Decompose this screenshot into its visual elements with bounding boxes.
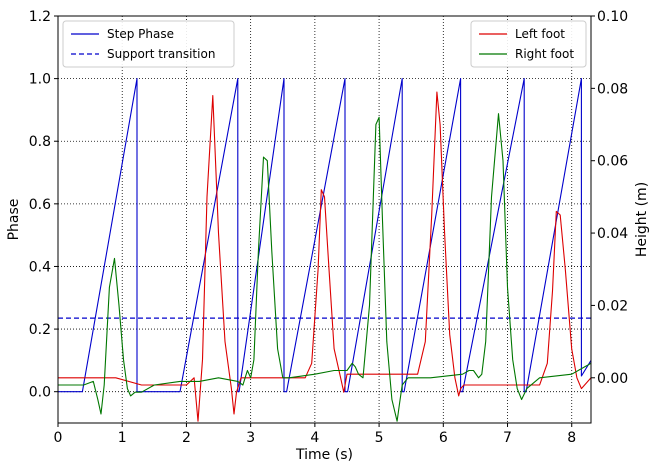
series-line-right-foot [58, 113, 592, 422]
x-tick-label: 0 [54, 430, 63, 446]
grid-lines [57, 15, 591, 423]
right-y-tick-label: 0.10 [597, 9, 628, 25]
x-tick-label: 2 [182, 430, 191, 446]
left-y-tick-label: 0.2 [29, 322, 51, 338]
x-tick-label: 3 [246, 430, 255, 446]
plot-series [58, 78, 592, 422]
right-y-tick-label: 0.08 [597, 81, 628, 97]
series-line-step-phase [58, 78, 592, 393]
right-y-tick-label: 0.02 [597, 298, 628, 314]
legend-box [62, 20, 235, 68]
x-tick-label: 6 [439, 430, 448, 446]
x-tick-label: 8 [567, 430, 576, 446]
left-y-tick-label: 0.4 [29, 259, 51, 275]
right-y-tick-label: 0.06 [597, 154, 628, 170]
legend-entry-label: Right foot [515, 47, 574, 61]
legend-right: Left foot Right foot [470, 20, 587, 68]
left-y-tick-label: 0.0 [29, 385, 51, 401]
x-tick-label: 5 [375, 430, 384, 446]
x-tick-label: 4 [310, 430, 319, 446]
left-y-axis-label: Phase [6, 199, 22, 241]
legend-entry-label: Support transition [107, 47, 215, 61]
x-tick-label: 7 [503, 430, 512, 446]
left-y-tick-label: 0.6 [29, 197, 51, 213]
series-line-left-foot [58, 91, 592, 422]
right-y-axis-label: Height (m) [634, 182, 649, 257]
left-y-tick-label: 1.2 [29, 9, 51, 25]
x-axis-label: Time (s) [295, 447, 353, 463]
left-y-tick-label: 0.8 [29, 134, 51, 150]
legend-entry-label: Left foot [515, 27, 565, 41]
legend-left: Step Phase Support transition [62, 20, 235, 68]
right-y-tick-label: 0.04 [597, 226, 628, 242]
legend-entry-label: Step Phase [107, 27, 174, 41]
axis-ticks: 0 1 2 3 4 5 6 7 8 0.0 0.2 0.4 0.6 0.8 1.0 1.2 0.00 0.02 0.… [29, 9, 629, 446]
legend-box [470, 20, 587, 68]
plot-frame [57, 15, 592, 424]
x-tick-label: 1 [118, 430, 127, 446]
left-y-tick-label: 1.0 [29, 72, 51, 88]
right-y-tick-label: 0.00 [597, 371, 628, 387]
